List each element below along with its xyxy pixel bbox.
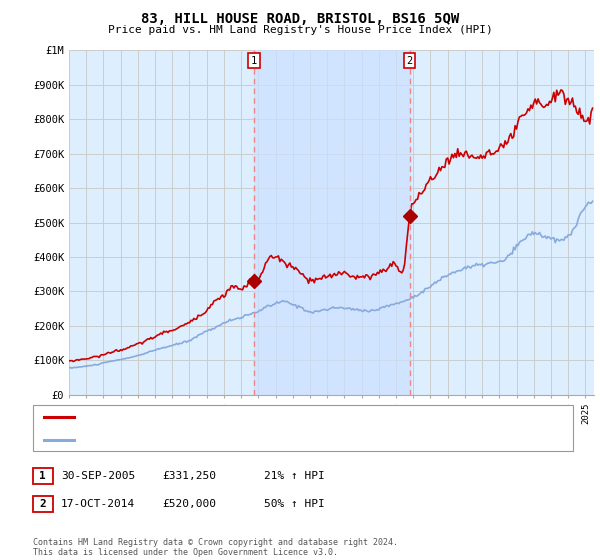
Text: 83, HILL HOUSE ROAD, BRISTOL, BS16 5QW (detached house): 83, HILL HOUSE ROAD, BRISTOL, BS16 5QW (…	[81, 412, 404, 422]
Bar	[254, 50, 410, 395]
Text: 2: 2	[39, 499, 46, 509]
Text: 50% ↑ HPI: 50% ↑ HPI	[264, 499, 325, 509]
Text: Contains HM Land Registry data © Crown copyright and database right 2024.
This d: Contains HM Land Registry data © Crown c…	[33, 538, 398, 557]
Text: 17-OCT-2014: 17-OCT-2014	[61, 499, 136, 509]
Text: 2: 2	[407, 56, 413, 66]
Text: Price paid vs. HM Land Registry's House Price Index (HPI): Price paid vs. HM Land Registry's House …	[107, 25, 493, 35]
Text: 83, HILL HOUSE ROAD, BRISTOL, BS16 5QW: 83, HILL HOUSE ROAD, BRISTOL, BS16 5QW	[141, 12, 459, 26]
Text: 1: 1	[251, 56, 257, 66]
Text: HPI: Average price, detached house, South Gloucestershire: HPI: Average price, detached house, Sout…	[81, 435, 416, 445]
Text: 21% ↑ HPI: 21% ↑ HPI	[264, 471, 325, 481]
Text: £331,250: £331,250	[162, 471, 216, 481]
Text: 1: 1	[39, 471, 46, 481]
Text: 30-SEP-2005: 30-SEP-2005	[61, 471, 136, 481]
Text: £520,000: £520,000	[162, 499, 216, 509]
